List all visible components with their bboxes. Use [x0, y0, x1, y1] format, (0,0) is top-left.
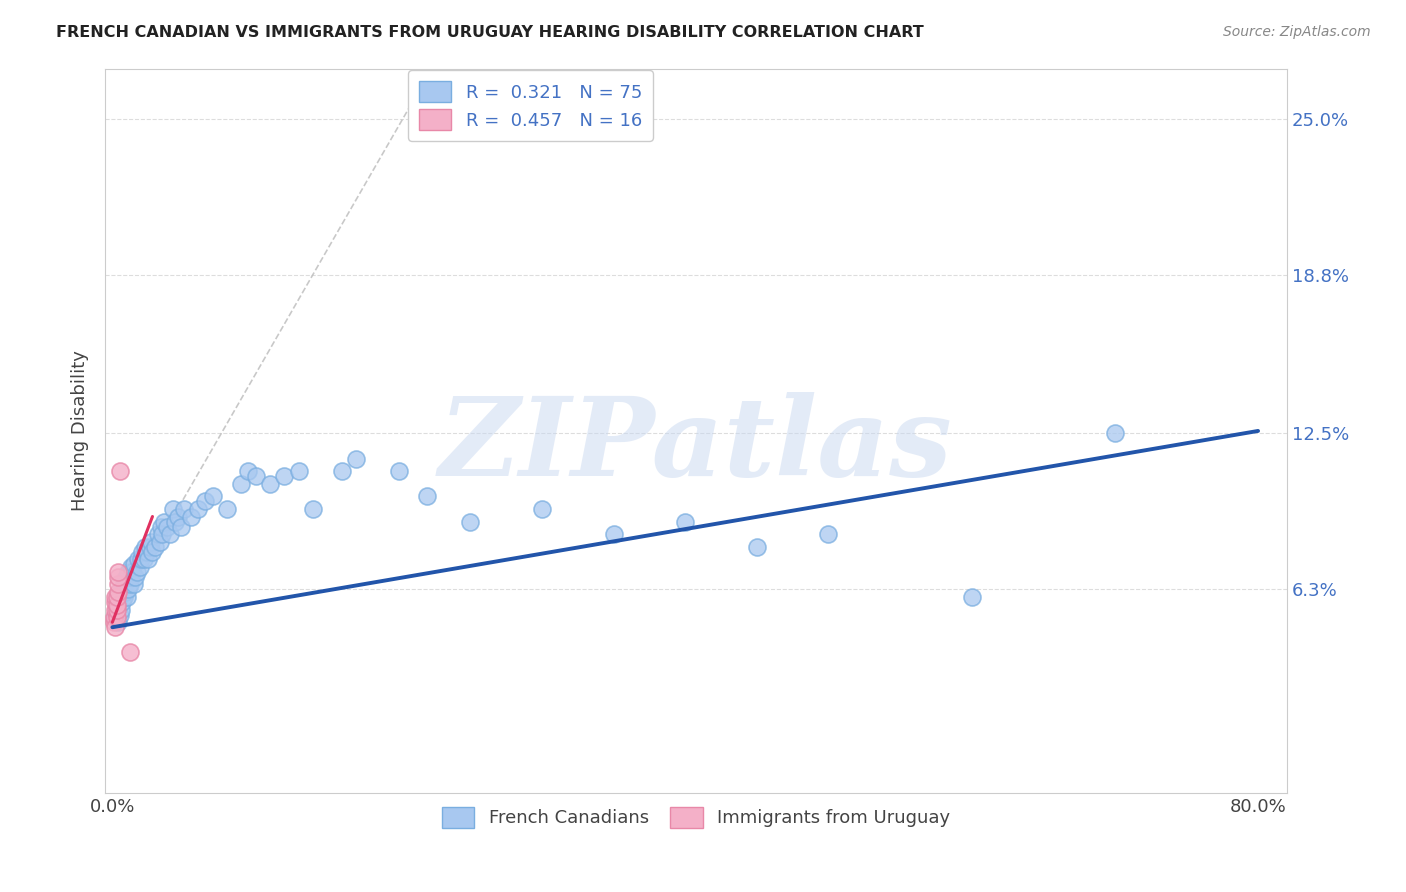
Point [150, 519, 173, 533]
Point [460, 515, 482, 529]
Point [238, 464, 260, 478]
Point [152, 527, 174, 541]
Point [111, 582, 134, 597]
Point [136, 552, 159, 566]
Point [745, 540, 768, 554]
Point [104, 602, 127, 616]
Point [105, 602, 128, 616]
Point [107, 595, 129, 609]
Point [104, 610, 127, 624]
Point [115, 590, 138, 604]
Point [132, 552, 155, 566]
Point [1104, 426, 1126, 441]
Point [105, 602, 128, 616]
Point [165, 515, 187, 529]
Point [114, 573, 136, 587]
Point [115, 570, 138, 584]
Point [105, 590, 128, 604]
Point [162, 502, 184, 516]
Point [104, 620, 127, 634]
Point [107, 615, 129, 630]
Point [302, 502, 325, 516]
Point [135, 545, 157, 559]
Point [143, 540, 166, 554]
Point [173, 502, 195, 516]
Point [170, 519, 193, 533]
Point [117, 565, 139, 579]
Point [180, 509, 202, 524]
Point [602, 527, 624, 541]
Point [215, 502, 238, 516]
Point [530, 502, 553, 516]
Point [388, 464, 411, 478]
Point [108, 590, 131, 604]
Y-axis label: Hearing Disability: Hearing Disability [72, 351, 89, 511]
Point [120, 570, 142, 584]
Point [156, 519, 179, 533]
Point [108, 607, 131, 622]
Point [121, 565, 143, 579]
Point [108, 464, 131, 478]
Point [127, 552, 149, 566]
Point [105, 610, 128, 624]
Point [416, 489, 439, 503]
Point [107, 577, 129, 591]
Point [104, 590, 127, 604]
Point [104, 595, 127, 609]
Point [118, 645, 141, 659]
Point [107, 570, 129, 584]
Point [245, 469, 267, 483]
Point [129, 552, 152, 566]
Point [330, 464, 353, 478]
Point [138, 540, 160, 554]
Point [110, 585, 132, 599]
Point [107, 565, 129, 579]
Point [273, 469, 295, 483]
Point [187, 502, 209, 516]
Point [112, 577, 135, 591]
Point [149, 534, 172, 549]
Point [111, 595, 134, 609]
Point [107, 585, 129, 599]
Point [103, 610, 125, 624]
Point [259, 476, 281, 491]
Legend: French Canadians, Immigrants from Uruguay: French Canadians, Immigrants from Urugua… [434, 800, 957, 835]
Text: FRENCH CANADIAN VS IMMIGRANTS FROM URUGUAY HEARING DISABILITY CORRELATION CHART: FRENCH CANADIAN VS IMMIGRANTS FROM URUGU… [56, 25, 924, 40]
Point [287, 464, 309, 478]
Point [139, 534, 162, 549]
Point [159, 527, 181, 541]
Point [673, 515, 696, 529]
Point [167, 509, 190, 524]
Text: ZIPatlas: ZIPatlas [439, 392, 953, 500]
Point [153, 515, 176, 529]
Point [110, 602, 132, 616]
Point [134, 540, 156, 554]
Point [201, 489, 224, 503]
Point [131, 545, 153, 559]
Point [960, 590, 983, 604]
Point [118, 570, 141, 584]
Point [148, 527, 170, 541]
Point [112, 590, 135, 604]
Text: Source: ZipAtlas.com: Source: ZipAtlas.com [1223, 25, 1371, 39]
Point [231, 476, 253, 491]
Point [120, 559, 142, 574]
Point [125, 565, 148, 579]
Point [344, 451, 367, 466]
Point [105, 598, 128, 612]
Point [118, 577, 141, 591]
Point [117, 582, 139, 597]
Point [128, 559, 150, 574]
Point [122, 577, 145, 591]
Point [122, 558, 145, 572]
Point [141, 545, 163, 559]
Point [124, 570, 146, 584]
Point [194, 494, 217, 508]
Point [103, 615, 125, 630]
Point [114, 585, 136, 599]
Point [817, 527, 839, 541]
